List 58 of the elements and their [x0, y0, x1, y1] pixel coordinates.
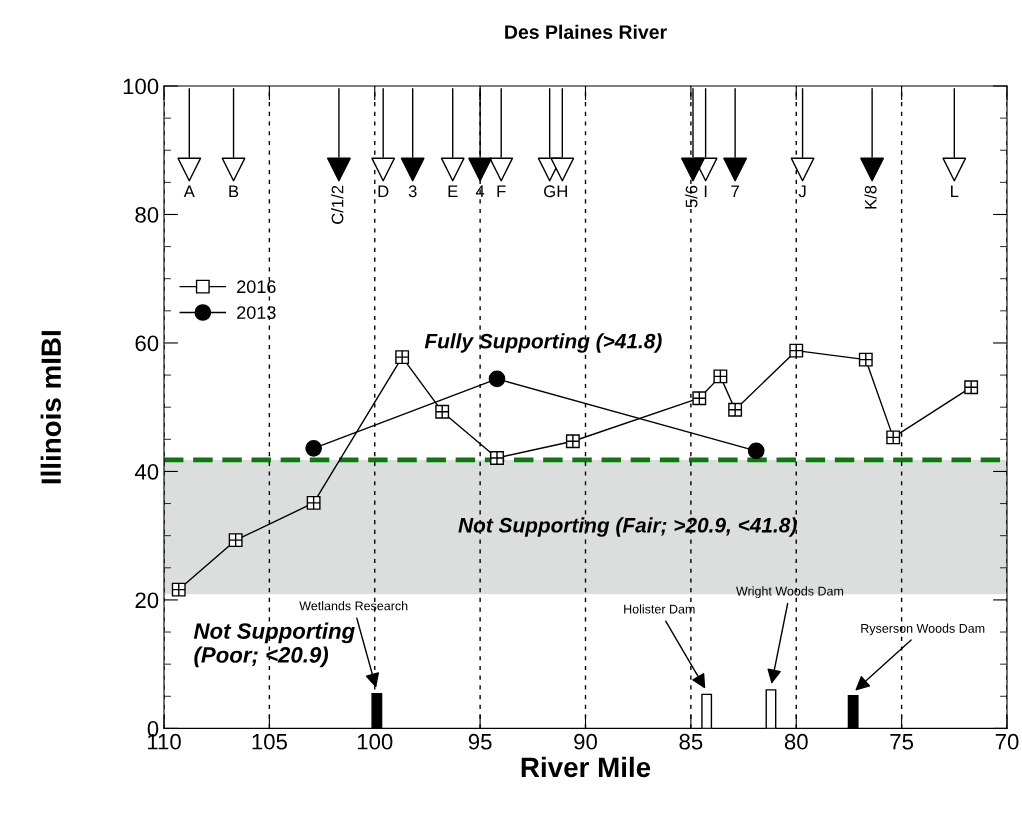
annotation: Wright Woods Dam	[736, 586, 844, 598]
point	[440, 157, 465, 182]
point	[400, 157, 425, 182]
annotation: D	[378, 185, 389, 198]
annotation: Not Supporting (Poor; <20.9)	[193, 622, 355, 668]
point	[489, 157, 514, 182]
x-tick-label: 105	[252, 733, 287, 750]
annotation: A	[183, 185, 195, 198]
point	[723, 157, 748, 182]
point	[177, 157, 202, 182]
annotation: 7	[731, 185, 739, 198]
y-tick-label: 20	[135, 592, 159, 609]
chart-title: Des Plaines River	[505, 24, 667, 39]
x-tick-label: 85	[679, 733, 703, 750]
point	[305, 439, 322, 457]
x-axis-title: River Mile	[521, 756, 651, 778]
annotation: Wetlands Research	[299, 601, 408, 611]
annotation: L	[951, 185, 959, 198]
point	[550, 157, 575, 182]
annotation: F	[497, 185, 506, 198]
annotation: H	[557, 185, 567, 198]
point	[488, 370, 506, 388]
band-label: Not Supporting (Fair; >20.9, <41.8)	[458, 517, 797, 537]
point	[747, 442, 765, 460]
annotation: C/1/2	[331, 185, 344, 224]
x-tick-label: 80	[784, 733, 808, 750]
point	[860, 157, 885, 182]
point	[790, 157, 815, 182]
x-tick-label: 90	[574, 733, 597, 750]
x-tick-label: 75	[890, 734, 914, 750]
annotation: 4	[475, 185, 485, 198]
annotation: 5/6	[685, 185, 698, 208]
annotation: 3	[408, 185, 417, 198]
point	[468, 157, 493, 182]
point	[327, 157, 351, 182]
annotation: Ryserson Woods Dam	[861, 623, 985, 636]
x-tick-label: 70	[995, 733, 1019, 750]
y-tick-label: 80	[135, 207, 159, 223]
y-tick-label: 100	[123, 78, 159, 95]
point	[371, 157, 396, 182]
point	[221, 157, 246, 182]
annotation: Fully Supporting (>41.8)	[424, 333, 662, 353]
point	[942, 157, 967, 182]
y-axis-title: Illinois mIBI	[40, 331, 62, 484]
legend-label: 2013	[237, 306, 276, 319]
annotation: I	[704, 185, 707, 198]
annotation: B	[229, 185, 239, 198]
legend-label: 2016	[237, 280, 276, 294]
point	[681, 157, 705, 182]
y-tick-label: 60	[135, 335, 159, 352]
annotation: E	[448, 185, 458, 198]
x-tick-label: 100	[357, 733, 393, 750]
annotation: K/8	[864, 185, 877, 209]
annotation: Holister Dam	[624, 604, 695, 614]
y-tick-label: 40	[134, 463, 159, 480]
annotation: G	[544, 185, 555, 198]
x-tick-label: 95	[468, 733, 492, 750]
annotation: J	[798, 185, 806, 198]
